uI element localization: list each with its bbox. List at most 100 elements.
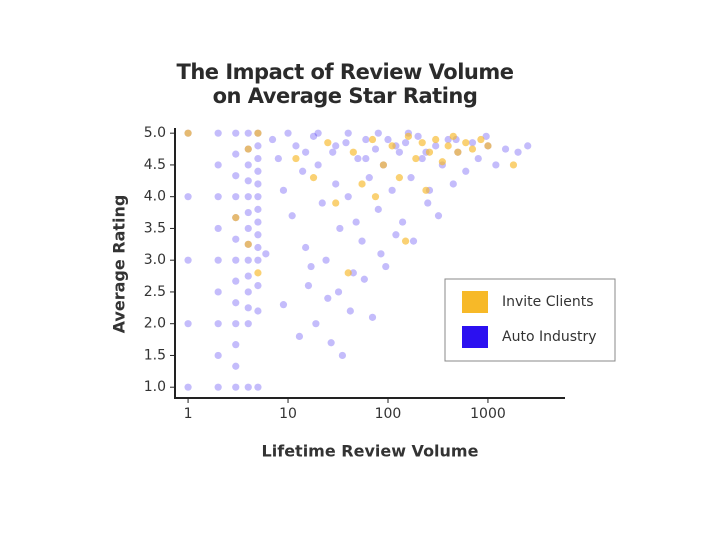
point (244, 304, 252, 312)
point (304, 281, 313, 290)
point (299, 167, 307, 175)
point (268, 135, 277, 144)
y-axis-label: Average Rating (110, 195, 129, 334)
point (307, 262, 315, 271)
y-tick-label: 5.0 (144, 125, 166, 141)
point (454, 148, 462, 156)
point (425, 148, 434, 156)
point (214, 288, 222, 296)
point (358, 237, 366, 245)
point (232, 299, 240, 307)
point (422, 186, 430, 194)
point (501, 145, 510, 153)
point (371, 145, 380, 153)
legend-label: Auto Industry (502, 329, 597, 345)
point (232, 214, 240, 222)
point (374, 205, 382, 213)
point (314, 129, 322, 137)
point (232, 235, 240, 243)
point (214, 383, 222, 391)
point (401, 139, 410, 147)
point (377, 250, 385, 258)
point (254, 142, 262, 150)
point (332, 142, 340, 150)
point (244, 193, 252, 201)
plot-points (184, 129, 532, 391)
point (184, 383, 192, 391)
point (344, 269, 352, 277)
point (409, 237, 418, 245)
y-tick-label: 2.0 (144, 316, 166, 332)
point (434, 212, 443, 220)
point (232, 129, 240, 137)
point (232, 172, 240, 180)
point (418, 139, 426, 147)
point (214, 256, 222, 264)
point (302, 243, 310, 252)
point (324, 294, 332, 302)
point (254, 218, 262, 226)
point (214, 224, 222, 233)
point (424, 199, 432, 207)
point (492, 161, 500, 169)
point (354, 154, 362, 163)
point (432, 142, 440, 150)
point (336, 224, 344, 233)
point (214, 320, 222, 328)
point (332, 199, 340, 207)
point (244, 256, 252, 264)
point (401, 237, 410, 245)
point (184, 129, 192, 137)
point (244, 145, 252, 153)
point (468, 139, 477, 147)
point (244, 383, 252, 391)
point (334, 288, 343, 296)
point (254, 180, 262, 188)
point (449, 180, 457, 188)
x-tick-label: 10 (279, 406, 297, 422)
point (244, 224, 252, 233)
point (232, 362, 240, 370)
point (309, 132, 318, 140)
point (284, 129, 292, 137)
point (524, 142, 532, 150)
y-tick-label: 3.5 (144, 220, 166, 236)
point (254, 154, 262, 163)
point (295, 332, 304, 340)
point (382, 262, 390, 271)
point (395, 174, 403, 182)
point (254, 383, 262, 391)
x-tick-label: 1000 (470, 406, 506, 422)
point (244, 129, 252, 137)
point (214, 129, 222, 137)
point (292, 154, 300, 163)
point (302, 148, 310, 156)
point (184, 193, 192, 201)
y-tick-label: 3.0 (144, 252, 166, 268)
y-tick-label: 1.5 (144, 347, 166, 363)
legend-swatch (462, 291, 488, 313)
point (244, 320, 252, 328)
x-tick-label: 100 (375, 406, 402, 422)
point (254, 256, 262, 264)
point (184, 320, 192, 328)
point (449, 132, 457, 140)
point (414, 132, 422, 140)
point (462, 139, 470, 147)
point (344, 193, 352, 201)
point (344, 129, 352, 137)
point (254, 269, 262, 277)
point (338, 351, 347, 360)
point (371, 193, 380, 201)
point (462, 167, 470, 175)
point (244, 272, 252, 280)
point (262, 250, 270, 258)
point (244, 240, 252, 248)
point (349, 269, 357, 277)
point (254, 129, 262, 137)
point (244, 288, 252, 296)
point (254, 193, 262, 201)
point (309, 174, 318, 182)
point (314, 161, 322, 169)
